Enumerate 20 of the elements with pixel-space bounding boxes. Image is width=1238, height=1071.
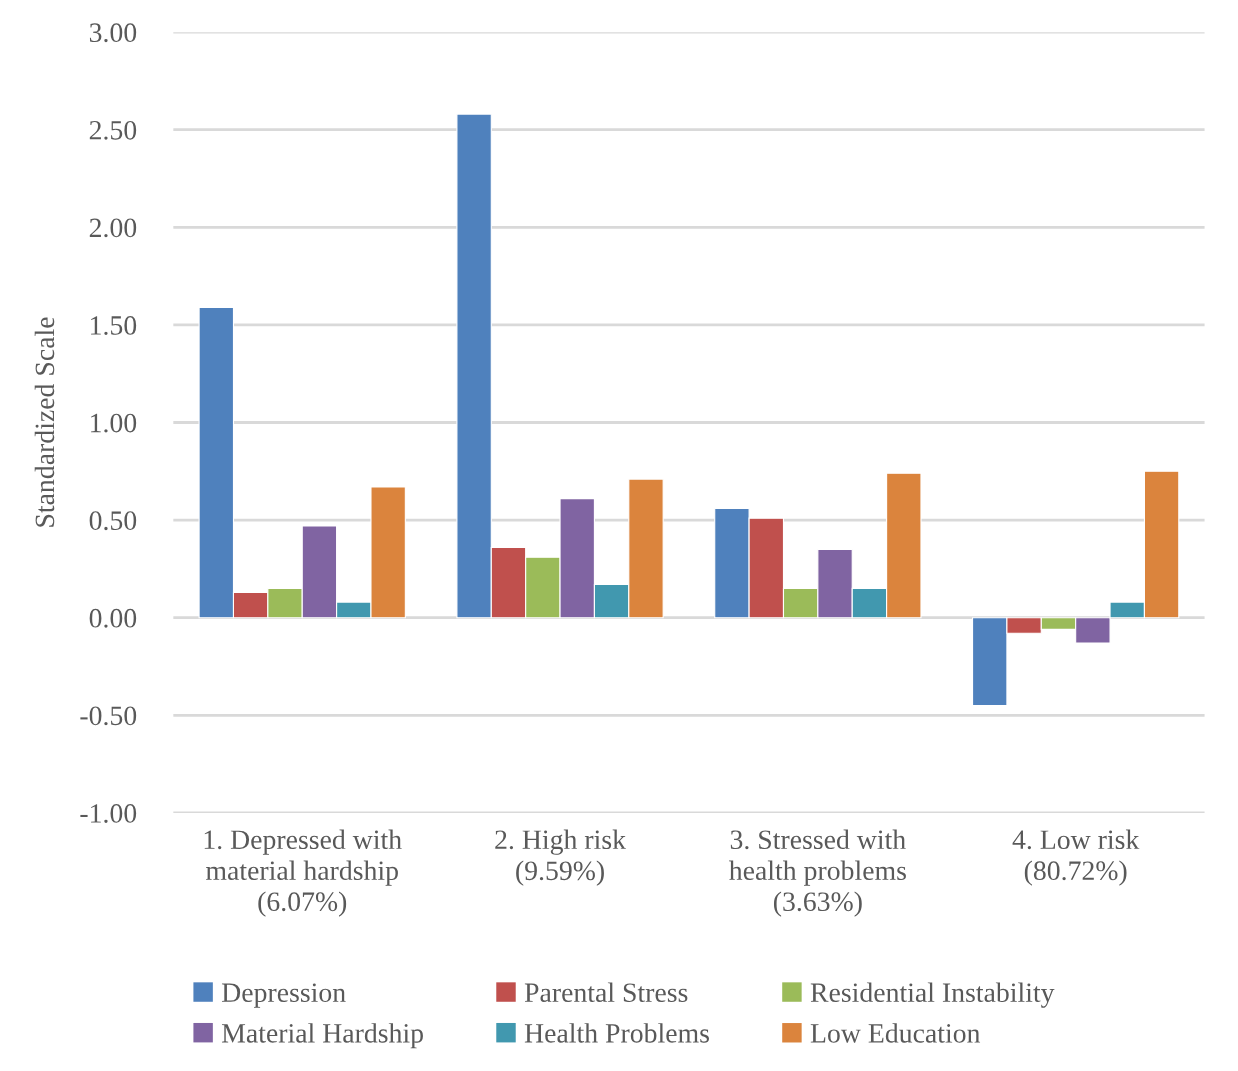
y-axis-title: Standardized Scale — [34, 317, 55, 527]
legend-label: Low Education — [810, 1023, 981, 1043]
x-tick-label: 2. High risk (9.59%) — [495, 829, 627, 886]
x-tick-label: 3. Stressed with health problems (3.63%) — [729, 829, 906, 917]
legend-label: Residential Instability — [810, 982, 1055, 1008]
y-tick-label: 1.00 — [91, 413, 137, 433]
y-tick-label: 1.50 — [91, 316, 137, 335]
legend-label: Health Problems — [524, 1023, 709, 1043]
y-tick-label: 0.50 — [89, 511, 137, 531]
legend-label: Parental Stress — [524, 982, 688, 1003]
x-tick-label: 4. Low risk (80.72%) — [1012, 829, 1140, 886]
y-tick-label: 3.00 — [89, 23, 137, 43]
y-tick-label: -1.00 — [80, 804, 137, 823]
y-tick-label: 2.00 — [89, 218, 137, 238]
x-tick-label: 1. Depressed with material hardship (6.07%) — [204, 829, 402, 917]
y-tick-label: 2.50 — [89, 120, 137, 140]
legend-label: Depression — [221, 983, 346, 1008]
y-tick-label: 0.00 — [89, 608, 137, 628]
legend-label: Material Hardship — [221, 1023, 423, 1049]
y-tick-label: -0.50 — [80, 706, 137, 726]
